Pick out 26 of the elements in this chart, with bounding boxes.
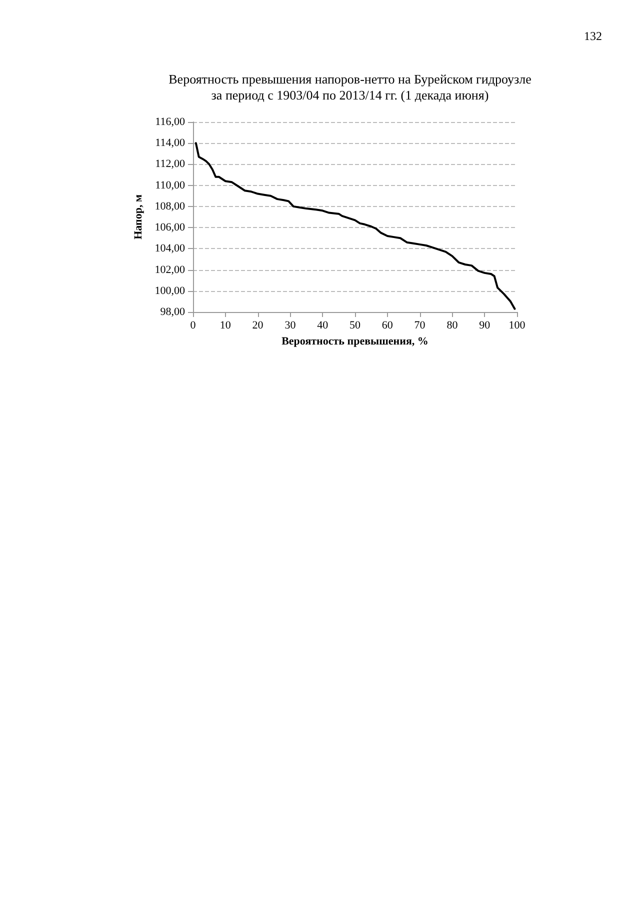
y-tick-label: 110,00 bbox=[155, 179, 186, 192]
x-tick-label: 60 bbox=[382, 320, 394, 332]
x-tick-label: 70 bbox=[414, 320, 426, 332]
x-tick-label: 80 bbox=[446, 320, 458, 332]
x-tick-label: 90 bbox=[479, 320, 491, 332]
x-tick-label: 100 bbox=[508, 320, 526, 332]
y-axis-title: Напор, м bbox=[132, 194, 144, 240]
y-tick-label: 116,00 bbox=[155, 116, 186, 128]
text: 132 bbox=[584, 29, 602, 43]
y-tick-label: 112,00 bbox=[155, 158, 186, 170]
y-tick-label: 114,00 bbox=[155, 137, 186, 150]
y-tick-label: 108,00 bbox=[154, 200, 186, 212]
x-tick-label: 10 bbox=[220, 320, 232, 332]
y-tick-label: 102,00 bbox=[154, 264, 186, 276]
x-axis-title: Вероятность превышения, % bbox=[282, 336, 428, 348]
y-tick-label: 106,00 bbox=[154, 222, 186, 234]
x-tick-label: 30 bbox=[284, 320, 296, 332]
y-tick-label: 104,00 bbox=[154, 242, 186, 255]
x-tick-label: 20 bbox=[252, 320, 264, 332]
x-tick-label: 0 bbox=[190, 320, 196, 332]
x-tick-label: 40 bbox=[317, 320, 329, 332]
x-tick-label: 50 bbox=[350, 320, 361, 332]
chart-title: Вероятность превышения напоров-нетто на Бурейском гидроузле за период с 1903/04 по 2013/14 гг. (1 декада июня) bbox=[168, 72, 532, 102]
y-tick-label: 98,00 bbox=[160, 306, 186, 318]
y-tick-label: 100,00 bbox=[154, 284, 186, 297]
line-series bbox=[194, 142, 516, 310]
